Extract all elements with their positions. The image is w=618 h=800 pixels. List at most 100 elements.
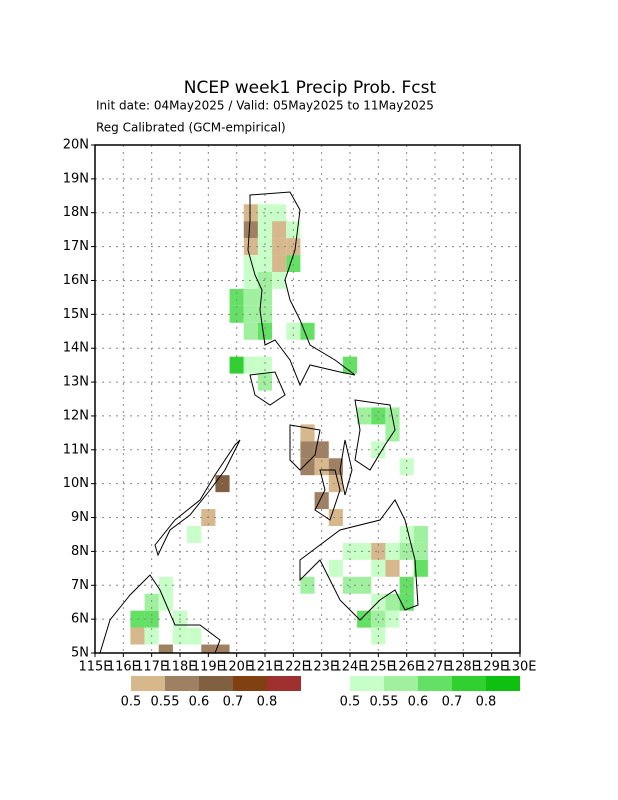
prob-cell [342,356,358,374]
coastline [289,424,321,471]
prob-cell [286,255,301,272]
prob-cell [243,255,258,272]
coastline [247,191,356,387]
prob-cell [272,204,287,222]
prob-cell [342,576,358,594]
prob-cell [286,322,301,340]
y-tick-label: 12N [63,408,89,423]
prob-cell [187,526,202,543]
prob-cell [243,356,258,374]
x-tick-label: 128E [447,660,480,675]
prob-cell [314,441,329,459]
prob-cell [385,593,400,611]
prob-cell [328,458,343,476]
coastlines [99,191,419,653]
prob-cell [357,542,372,560]
cells [130,204,428,653]
prob-cell [371,559,386,577]
prob-cell [257,288,273,306]
prob-cell [371,441,386,459]
prob-cell [413,542,428,560]
y-tick-label: 20N [63,138,89,153]
legend-label: 0.6 [408,695,429,710]
prob-cell [215,644,230,653]
prob-cell [413,559,428,577]
x-tick-label: 118E [163,660,196,675]
plot-frame [94,144,521,654]
legend-label: 0.7 [442,695,463,710]
legend-swatch [267,676,301,691]
prob-cell [144,593,159,611]
y-tick-label: 8N [71,544,89,559]
legend-label: 0.7 [223,695,244,710]
y-tick-label: 6N [71,612,89,627]
prob-cell [300,322,315,340]
legend-label: 0.55 [151,695,180,710]
subtitle: Reg Calibrated (GCM-empirical) [96,121,286,135]
legend-swatch [486,676,520,691]
x-tick-label: 115E [78,660,111,675]
legend-swatch [165,676,199,691]
prob-cell [187,627,202,645]
prob-cell [385,559,400,577]
prob-cell [328,559,343,577]
y-tick-label: 11N [63,442,89,457]
coastline [154,439,241,557]
prob-cell [399,576,414,594]
legend-swatch [233,676,267,691]
y-tick-label: 5N [71,646,89,661]
y-tick-label: 15N [63,307,89,322]
prob-cell [357,407,372,425]
legend-swatch [384,676,418,691]
prob-cell [385,610,400,628]
prob-cell [243,288,258,306]
prob-cell [272,238,287,256]
coastline [99,574,221,653]
prob-cell [272,221,287,239]
prob-cell [229,356,244,374]
prob-cell [413,526,428,543]
x-tick-label: 125E [362,660,395,675]
x-tick-label: 120E [220,660,253,675]
legend-swatch [199,676,233,691]
prob-cell [243,322,258,340]
prob-cell [130,627,145,645]
legend-swatch [350,676,384,691]
prob-cell [158,593,173,611]
prob-cell [371,610,386,628]
prob-cell [257,322,273,340]
prob-cell [357,576,372,594]
prob-cell [399,526,414,543]
subtitle: Init date: 04May2025 / Valid: 05May2025 … [96,99,434,113]
y-tick-label: 9N [71,510,89,525]
x-tick-label: 124E [333,660,366,675]
grid: 115E116E117E118E119E120E121E122E123E124E… [63,138,537,675]
prob-cell [272,272,287,289]
legend-swatch [418,676,452,691]
legend-label: 0.8 [257,695,278,710]
prob-cell [371,407,386,425]
coastline [314,469,341,521]
legend-label: 0.55 [370,695,399,710]
legend-swatch [452,676,486,691]
legend-label: 0.5 [121,695,142,710]
y-tick-label: 7N [71,578,89,593]
x-tick-label: 126E [390,660,423,675]
x-tick-label: 121E [248,660,281,675]
prob-cell [229,288,244,306]
prob-cell [399,458,414,476]
prob-cell [300,576,315,594]
prob-cell [314,458,329,476]
prob-cell [272,255,287,272]
legend-label: 0.5 [340,695,361,710]
y-tick-label: 13N [63,375,89,390]
x-tick-label: 129E [475,660,508,675]
x-tick-label: 130E [503,660,536,675]
y-tick-label: 14N [63,341,89,356]
y-tick-label: 17N [63,239,89,254]
y-tick-label: 19N [63,171,89,186]
prob-cell [201,644,216,653]
x-tick-label: 123E [305,660,338,675]
y-tick-label: 16N [63,273,89,288]
prob-cell [357,610,372,628]
